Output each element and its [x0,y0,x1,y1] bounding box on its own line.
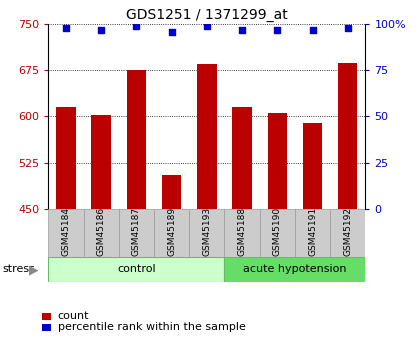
Bar [260,209,295,257]
Bar [162,175,181,209]
Text: GSM45188: GSM45188 [238,207,247,256]
Text: GSM45189: GSM45189 [167,207,176,256]
Bar [127,70,146,209]
Bar [224,209,260,257]
Bar [56,107,76,209]
Bar [224,257,365,282]
Bar [197,63,217,209]
Point [274,27,281,32]
Text: percentile rank within the sample: percentile rank within the sample [58,323,245,332]
Point [239,27,245,32]
Point [309,27,316,32]
Bar [42,324,51,331]
Text: control: control [117,265,156,274]
Bar [154,209,189,257]
Title: GDS1251 / 1371299_at: GDS1251 / 1371299_at [126,8,288,22]
Text: GSM45186: GSM45186 [97,207,106,256]
Bar [42,313,51,320]
Point [344,25,351,31]
Bar [48,209,84,257]
Text: acute hypotension: acute hypotension [243,265,346,274]
Point [168,29,175,34]
Bar [295,209,330,257]
Bar [268,114,287,209]
Text: GSM45187: GSM45187 [132,207,141,256]
Text: GSM45193: GSM45193 [202,207,211,256]
Bar [330,209,365,257]
Bar [232,107,252,209]
Point [203,23,210,29]
Text: GSM45192: GSM45192 [343,207,352,256]
Bar [338,63,357,209]
Text: count: count [58,312,89,321]
Text: stress: stress [2,265,35,274]
Point [98,27,105,32]
Bar [92,115,111,209]
Text: ▶: ▶ [29,263,38,276]
Text: GSM45190: GSM45190 [273,207,282,256]
Text: GSM45191: GSM45191 [308,207,317,256]
Bar [303,122,322,209]
Text: GSM45184: GSM45184 [61,207,71,256]
Bar [189,209,224,257]
Point [63,25,69,31]
Bar [119,209,154,257]
Point [133,23,140,29]
Bar [84,209,119,257]
Bar [48,257,224,282]
